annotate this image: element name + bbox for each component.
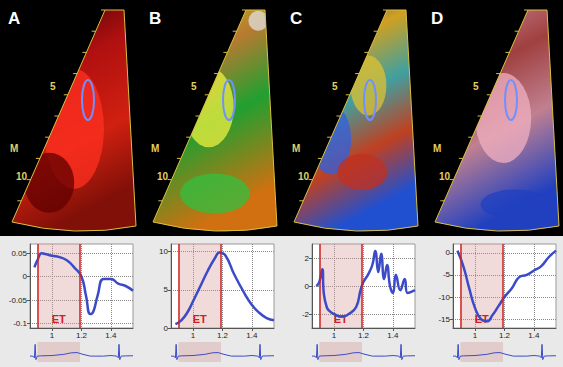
svg-text:1.4: 1.4 [246,331,258,340]
svg-text:0.05: 0.05 [11,249,27,258]
svg-text:1.4: 1.4 [528,331,540,340]
svg-text:M: M [151,143,159,154]
svg-text:C: C [290,9,302,28]
svg-text:M: M [433,143,441,154]
svg-text:5: 5 [191,81,197,92]
svg-text:5: 5 [473,81,479,92]
svg-text:10: 10 [157,171,169,182]
svg-text:-15: -15 [438,315,450,324]
svg-text:1.4: 1.4 [387,331,399,340]
svg-text:1: 1 [50,331,55,340]
svg-text:B: B [149,9,161,28]
svg-text:0: 0 [446,248,451,257]
svg-text:5: 5 [164,285,169,294]
svg-text:-5: -5 [443,270,451,279]
svg-text:1: 1 [191,331,196,340]
svg-text:-10: -10 [438,293,450,302]
svg-text:M: M [10,143,18,154]
svg-text:1: 1 [332,331,337,340]
svg-text:10: 10 [439,171,451,182]
svg-text:-0.05: -0.05 [9,296,28,305]
svg-text:2: 2 [305,254,310,263]
svg-text:A: A [8,9,20,28]
svg-text:1.2: 1.2 [76,331,88,340]
svg-text:0: 0 [305,282,310,291]
svg-text:10: 10 [16,171,28,182]
svg-text:1.2: 1.2 [358,331,370,340]
svg-text:1.2: 1.2 [217,331,229,340]
svg-text:ET: ET [474,312,489,325]
svg-text:0: 0 [164,324,169,333]
svg-text:0: 0 [23,272,28,281]
svg-text:D: D [431,9,443,28]
svg-text:-2: -2 [302,310,310,319]
svg-text:M: M [292,143,300,154]
svg-text:10: 10 [298,171,310,182]
svg-text:10: 10 [159,247,168,256]
svg-text:ET: ET [193,313,207,325]
svg-text:1: 1 [473,331,478,340]
svg-text:ET: ET [333,312,348,325]
svg-text:-0.1: -0.1 [13,319,27,328]
svg-text:ET: ET [52,313,66,325]
svg-text:5: 5 [50,81,56,92]
svg-text:1.4: 1.4 [105,331,117,340]
svg-text:5: 5 [332,81,338,92]
svg-text:1.2: 1.2 [499,331,511,340]
